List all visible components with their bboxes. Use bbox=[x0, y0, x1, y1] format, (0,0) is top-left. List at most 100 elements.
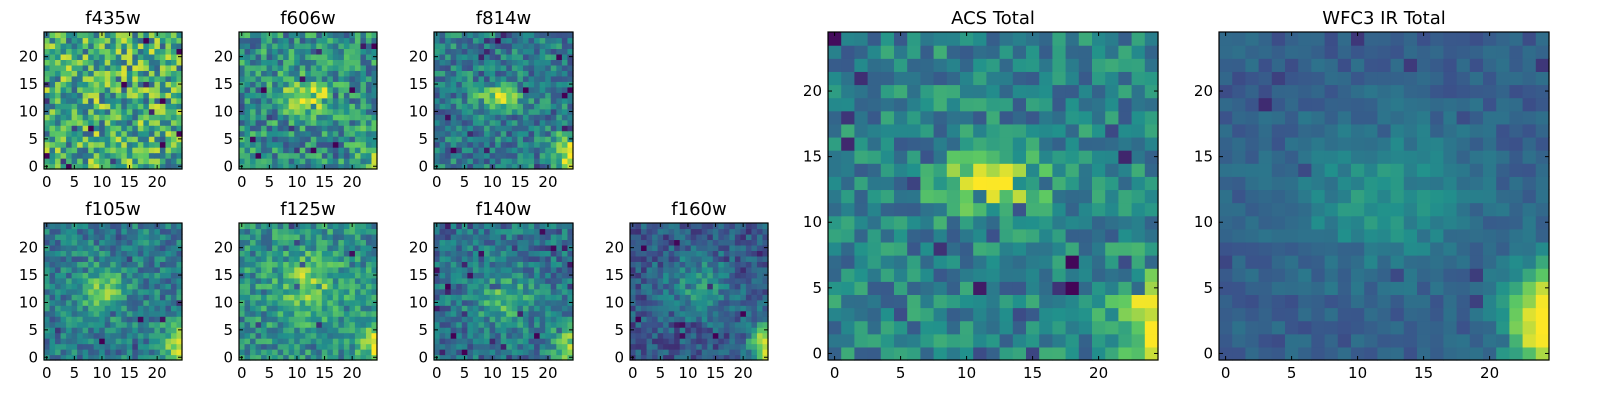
heatmap-cell bbox=[478, 158, 485, 165]
heatmap-cell bbox=[1118, 202, 1133, 217]
heatmap-cell bbox=[679, 255, 686, 262]
heatmap-cell bbox=[327, 119, 334, 126]
heatmap-cell bbox=[82, 277, 89, 284]
heatmap-cell bbox=[472, 299, 480, 306]
heatmap-cell bbox=[450, 288, 457, 295]
heatmap-cell bbox=[143, 64, 150, 71]
heatmap-cell bbox=[690, 321, 697, 328]
heatmap-cell bbox=[159, 354, 167, 361]
heatmap-cell bbox=[729, 288, 736, 295]
heatmap-cell bbox=[539, 70, 546, 77]
heatmap-cell bbox=[148, 92, 155, 99]
heatmap-cell bbox=[1118, 176, 1133, 191]
heatmap-cell bbox=[920, 215, 935, 230]
heatmap-cell bbox=[71, 114, 78, 121]
heatmap-cell bbox=[1065, 294, 1080, 309]
heatmap-cell bbox=[973, 228, 987, 243]
y-tick-label: 5 bbox=[418, 321, 428, 339]
heatmap-cell bbox=[299, 277, 306, 284]
heatmap-cell bbox=[316, 130, 323, 137]
heatmap-cell bbox=[305, 97, 312, 104]
heatmap-cell bbox=[894, 307, 908, 322]
heatmap-cell bbox=[500, 136, 507, 143]
heatmap-cell bbox=[338, 136, 345, 143]
heatmap-cell bbox=[338, 277, 345, 284]
heatmap-cell bbox=[545, 136, 552, 143]
heatmap-cell bbox=[354, 299, 362, 306]
heatmap-cell bbox=[679, 343, 686, 350]
heatmap-cell bbox=[154, 125, 161, 132]
heatmap-cell bbox=[365, 108, 373, 115]
heatmap-cell bbox=[55, 64, 62, 71]
heatmap-cell bbox=[266, 125, 273, 132]
heatmap-cell bbox=[1131, 189, 1146, 204]
heatmap-cell bbox=[854, 163, 869, 177]
heatmap-cell bbox=[327, 114, 334, 121]
heatmap-cell bbox=[1105, 281, 1119, 295]
heatmap-cell bbox=[88, 81, 95, 88]
heatmap-cell bbox=[176, 97, 183, 104]
heatmap-cell bbox=[740, 228, 747, 235]
heatmap-cell bbox=[66, 42, 73, 50]
heatmap-cell bbox=[77, 272, 84, 279]
heatmap-cell bbox=[82, 288, 89, 295]
heatmap-cell bbox=[104, 81, 111, 88]
heatmap-cell bbox=[461, 97, 468, 104]
heatmap-cell bbox=[176, 228, 183, 235]
heatmap-cell bbox=[1026, 268, 1040, 282]
heatmap-cell bbox=[316, 103, 323, 110]
heatmap-cell bbox=[472, 64, 480, 71]
heatmap-cell bbox=[556, 75, 563, 82]
heatmap-cell bbox=[545, 244, 552, 251]
heatmap-cell bbox=[126, 114, 133, 121]
heatmap-cell bbox=[434, 277, 441, 284]
heatmap-cell bbox=[110, 310, 117, 317]
heatmap-cell bbox=[343, 86, 350, 93]
heatmap-cell bbox=[445, 332, 452, 339]
heatmap-cell bbox=[880, 307, 895, 322]
heatmap-cell bbox=[718, 343, 725, 350]
axes-frame-f435w bbox=[43, 31, 183, 170]
heatmap-cell bbox=[630, 266, 637, 273]
heatmap-cell bbox=[132, 130, 139, 137]
heatmap-cell bbox=[294, 141, 301, 148]
heatmap-cell bbox=[489, 64, 496, 71]
heatmap-cell bbox=[439, 349, 446, 356]
heatmap-cell bbox=[522, 321, 530, 328]
heatmap-cell bbox=[165, 119, 172, 126]
heatmap-cell bbox=[170, 103, 178, 110]
heatmap-cell bbox=[93, 130, 100, 137]
heatmap-cell bbox=[170, 158, 178, 165]
heatmap-cell bbox=[354, 108, 362, 115]
heatmap-cell bbox=[299, 92, 306, 99]
heatmap-cell bbox=[528, 70, 535, 77]
heatmap-cell bbox=[550, 64, 557, 71]
heatmap-cell bbox=[82, 321, 89, 328]
heatmap-cell bbox=[277, 37, 284, 44]
heatmap-cell bbox=[439, 48, 446, 55]
heatmap-cell bbox=[99, 310, 106, 317]
heatmap-cell bbox=[82, 343, 89, 350]
heatmap-cell bbox=[478, 283, 485, 290]
heatmap-cell bbox=[745, 244, 753, 251]
heatmap-cell bbox=[299, 103, 306, 110]
heatmap-cell bbox=[66, 97, 73, 104]
heatmap-cell bbox=[841, 228, 855, 243]
heatmap-cell bbox=[77, 255, 84, 262]
heatmap-cell bbox=[88, 48, 95, 55]
heatmap-cell bbox=[170, 261, 178, 268]
heatmap-cell bbox=[456, 239, 463, 246]
heatmap-cell bbox=[332, 114, 339, 121]
heatmap-cell bbox=[283, 147, 290, 154]
heatmap-cell bbox=[60, 338, 67, 345]
heatmap-cell bbox=[277, 59, 284, 66]
heatmap-cell bbox=[93, 332, 100, 339]
heatmap-cell bbox=[143, 114, 150, 121]
heatmap-cell bbox=[635, 244, 642, 251]
heatmap-cell bbox=[506, 86, 513, 93]
heatmap-cell bbox=[71, 338, 78, 345]
heatmap-cell bbox=[99, 277, 106, 284]
heatmap-cell bbox=[143, 283, 150, 290]
heatmap-cell bbox=[461, 92, 468, 99]
heatmap-cell bbox=[272, 130, 279, 137]
